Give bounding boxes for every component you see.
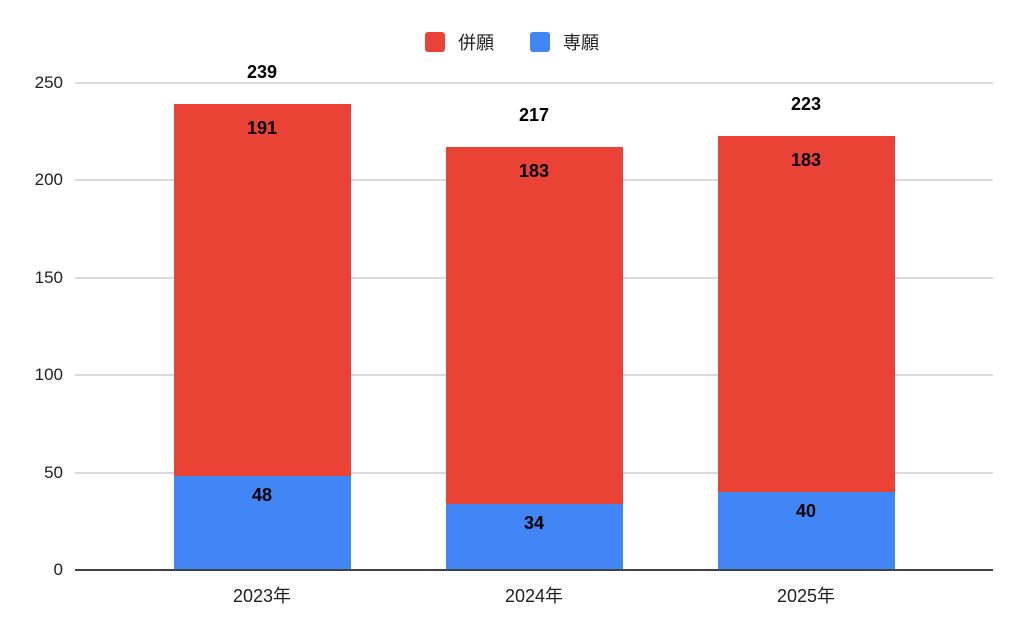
legend-label-heigan: 併願 (458, 33, 494, 53)
y-tick-label: 250 (34, 73, 63, 92)
chart-legend: 併願 専願 (0, 29, 1024, 55)
x-axis-label: 2025年 (776, 586, 836, 606)
segment-value-label: 40 (795, 501, 817, 522)
x-axis-label: 2023年 (232, 586, 292, 606)
bar-total-label: 217 (518, 105, 550, 126)
legend-swatch-heigan (425, 32, 445, 52)
segment-value-label: 183 (790, 149, 822, 170)
legend-label-sengan: 専願 (563, 33, 599, 53)
y-axis: 0 50 100 150 200 250 (0, 73, 63, 579)
segment-value-label: 48 (251, 485, 273, 506)
y-tick-label: 0 (53, 560, 63, 579)
bar-total-label: 239 (246, 62, 278, 83)
segment-value-label: 34 (523, 512, 545, 533)
gridline (75, 82, 993, 84)
x-axis-label: 2024年 (504, 586, 564, 606)
plot-area: 48 191 239 2023年 34 183 217 2024年 40 183 223 2025年 (75, 63, 993, 606)
bar-total-label: 223 (790, 93, 822, 114)
y-tick-label: 200 (34, 170, 63, 190)
bar-segment-heigan (173, 104, 351, 477)
y-tick-label: 50 (44, 462, 63, 482)
bar-segment-sengan (445, 503, 623, 570)
x-axis-line (75, 569, 993, 571)
legend-swatch-sengan (530, 32, 550, 52)
segment-value-label: 183 (518, 161, 550, 182)
bar-segment-sengan (173, 476, 351, 570)
y-tick-label: 100 (34, 365, 63, 385)
legend-item-sengan: 専願 (530, 29, 599, 55)
y-tick-label: 150 (34, 267, 63, 287)
bar-segment-sengan (717, 492, 895, 570)
legend-item-heigan: 併願 (425, 29, 494, 55)
bar-segment-heigan (445, 147, 623, 504)
bar-segment-heigan (717, 135, 895, 493)
segment-value-label: 191 (246, 118, 278, 139)
